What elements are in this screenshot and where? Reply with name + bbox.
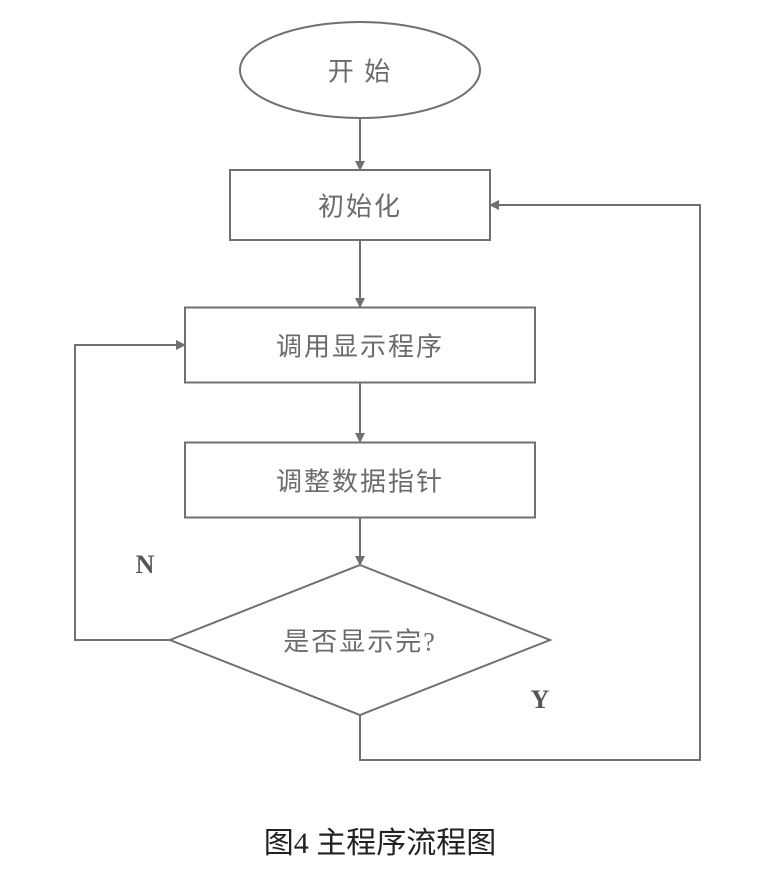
- node-label-disp: 调用显示程序: [276, 327, 444, 364]
- node-label-adjust: 调整数据指针: [276, 462, 444, 499]
- flowchart-canvas: 开 始初始化调用显示程序调整数据指针是否显示完? N Y 图4 主程序流程图: [0, 0, 760, 882]
- edge-decision-to-disp: [75, 345, 185, 640]
- edge-label-n: N: [136, 550, 155, 580]
- edge-label-y: Y: [531, 685, 550, 715]
- flowchart-svg: [0, 0, 760, 882]
- node-label-init: 初始化: [318, 187, 402, 224]
- node-label-decision: 是否显示完?: [283, 622, 437, 659]
- node-label-start: 开 始: [328, 52, 393, 89]
- figure-caption: 图4 主程序流程图: [264, 818, 497, 862]
